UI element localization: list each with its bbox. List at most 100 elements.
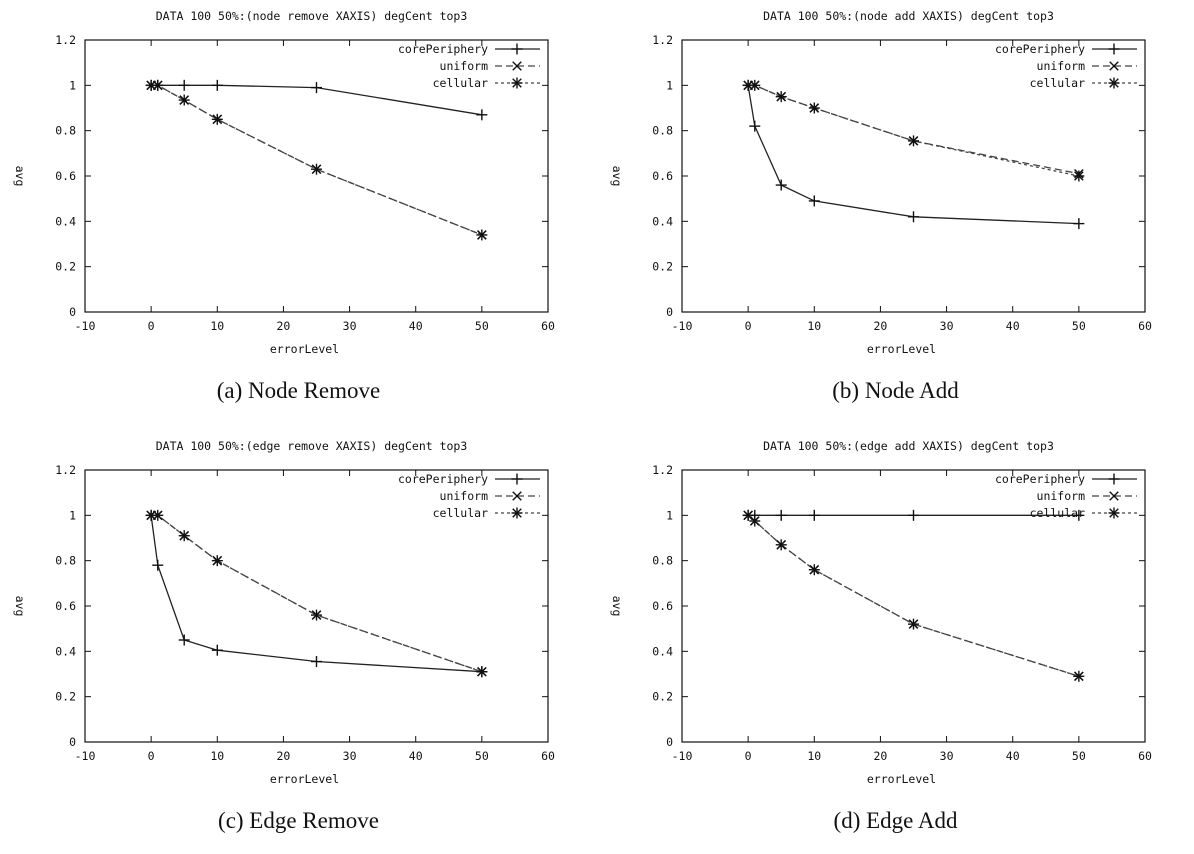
series-coreperiphery-point-4 [908, 509, 919, 521]
chart-title: DATA 100 50%:(node remove XAXIS) degCent… [156, 9, 468, 23]
x-tick-label-4: 30 [343, 319, 357, 333]
x-tick-label-7: 60 [541, 319, 555, 333]
y-tick-label-3: 0.6 [652, 599, 673, 613]
chart-node-remove: DATA 100 50%:(node remove XAXIS) degCent… [13, 9, 555, 356]
legend-uniform: uniform [1037, 59, 1137, 73]
legend-coreperiphery-label: corePeriphery [995, 472, 1085, 486]
legend-coreperiphery: corePeriphery [995, 472, 1137, 486]
chart-caption: (a) Node Remove [216, 378, 381, 403]
x-axis-label: errorLevel [867, 342, 936, 356]
series-coreperiphery-point-3 [211, 644, 223, 656]
chart-caption: (d) Edge Add [833, 808, 958, 833]
y-tick-label-6: 1.2 [652, 33, 673, 47]
y-tick-label-1: 0.2 [652, 260, 673, 274]
series-coreperiphery-point-2 [178, 634, 190, 646]
series-coreperiphery-point-5 [1073, 218, 1085, 230]
series-uniform [146, 510, 487, 677]
legend-uniform-marker [1109, 491, 1119, 501]
x-tick-label-2: 10 [210, 319, 224, 333]
x-tick-label-7: 60 [1138, 749, 1152, 763]
series-cellular-point-4 [311, 163, 322, 175]
series-cellular-point-5 [476, 666, 488, 678]
x-tick-label-3: 20 [276, 749, 290, 763]
series-coreperiphery-point-4 [311, 82, 322, 94]
x-tick-label-7: 60 [541, 749, 555, 763]
x-tick-label-2: 10 [807, 319, 821, 333]
legend-cellular-label: cellular [1030, 506, 1085, 520]
legend-cellular: cellular [433, 506, 540, 520]
series-coreperiphery [145, 509, 488, 678]
legend-coreperiphery-label: corePeriphery [995, 42, 1085, 56]
legend-coreperiphery-marker [511, 43, 523, 55]
series-cellular-point-2 [178, 94, 190, 106]
series-coreperiphery-point-4 [908, 211, 919, 223]
y-tick-label-6: 1.2 [652, 463, 673, 477]
y-tick-label-2: 0.4 [55, 644, 76, 658]
series-cellular [742, 509, 1085, 682]
x-tick-label-6: 50 [475, 749, 489, 763]
legend-uniform: uniform [440, 489, 540, 503]
x-tick-label-3: 20 [873, 749, 887, 763]
y-tick-label-6: 1.2 [55, 33, 76, 47]
x-tick-label-1: 0 [745, 749, 752, 763]
chart-panel-edge-add: DATA 100 50%:(edge add XAXIS) degCent to… [597, 430, 1194, 854]
x-tick-label-6: 50 [475, 319, 489, 333]
series-cellular-point-2 [178, 530, 190, 542]
y-tick-label-5: 1 [69, 78, 76, 92]
x-tick-label-1: 0 [148, 319, 155, 333]
y-tick-label-3: 0.6 [55, 599, 76, 613]
series-cellular-point-4 [908, 135, 919, 147]
y-tick-label-3: 0.6 [652, 169, 673, 183]
x-tick-label-1: 0 [148, 749, 155, 763]
y-tick-label-3: 0.6 [55, 169, 76, 183]
x-tick-label-2: 10 [807, 749, 821, 763]
x-axis-label: errorLevel [867, 772, 936, 786]
x-tick-label-1: 0 [745, 319, 752, 333]
legend-coreperiphery: corePeriphery [398, 472, 540, 486]
x-tick-label-5: 40 [1006, 749, 1020, 763]
y-tick-label-4: 0.8 [55, 124, 76, 138]
x-tick-label-5: 40 [409, 319, 423, 333]
chart-title: DATA 100 50%:(edge add XAXIS) degCent to… [763, 439, 1054, 453]
y-tick-label-4: 0.8 [55, 554, 76, 568]
legend-uniform-label: uniform [440, 489, 489, 503]
y-tick-label-2: 0.4 [652, 214, 673, 228]
y-tick-label-5: 1 [666, 78, 673, 92]
x-axis-label: errorLevel [270, 772, 339, 786]
series-uniform [743, 80, 1084, 179]
y-tick-label-4: 0.8 [652, 554, 673, 568]
y-axis-label: avg [13, 166, 27, 187]
legend-cellular-marker [1108, 77, 1120, 89]
series-cellular-point-1 [749, 79, 761, 91]
series-uniform-line [151, 514, 483, 673]
x-axis-label: errorLevel [270, 342, 339, 356]
series-uniform-line [747, 514, 1080, 677]
y-tick-label-5: 1 [69, 508, 76, 522]
series-cellular-line [748, 84, 1080, 177]
series-cellular-point-5 [476, 229, 488, 241]
x-tick-label-0: -10 [75, 749, 96, 763]
series-cellular-point-5 [1073, 670, 1085, 682]
legend-cellular-label: cellular [433, 76, 488, 90]
series-uniform-line [151, 84, 483, 236]
legend-cellular: cellular [1030, 506, 1137, 520]
chart-title: DATA 100 50%:(node add XAXIS) degCent to… [763, 9, 1054, 23]
x-tick-label-6: 50 [1072, 319, 1086, 333]
series-cellular-point-5 [1073, 170, 1085, 182]
legend-uniform: uniform [1037, 489, 1137, 503]
legend-coreperiphery-marker [511, 473, 523, 485]
series-cellular-point-1 [152, 509, 164, 521]
series-coreperiphery-point-3 [211, 79, 223, 91]
series-cellular-point-2 [775, 91, 787, 103]
series-uniform-line [748, 84, 1080, 175]
legend-coreperiphery-label: corePeriphery [398, 42, 488, 56]
series-cellular-point-3 [211, 555, 223, 567]
chart-panel-edge-remove: DATA 100 50%:(edge remove XAXIS) degCent… [0, 430, 597, 854]
x-tick-label-5: 40 [1006, 319, 1020, 333]
legend-coreperiphery: corePeriphery [995, 42, 1137, 56]
legend-coreperiphery-marker [1108, 43, 1120, 55]
legend-uniform-label: uniform [1037, 489, 1086, 503]
series-cellular-point-2 [775, 539, 787, 551]
legend-coreperiphery: corePeriphery [398, 42, 540, 56]
series-cellular-point-4 [908, 618, 919, 630]
